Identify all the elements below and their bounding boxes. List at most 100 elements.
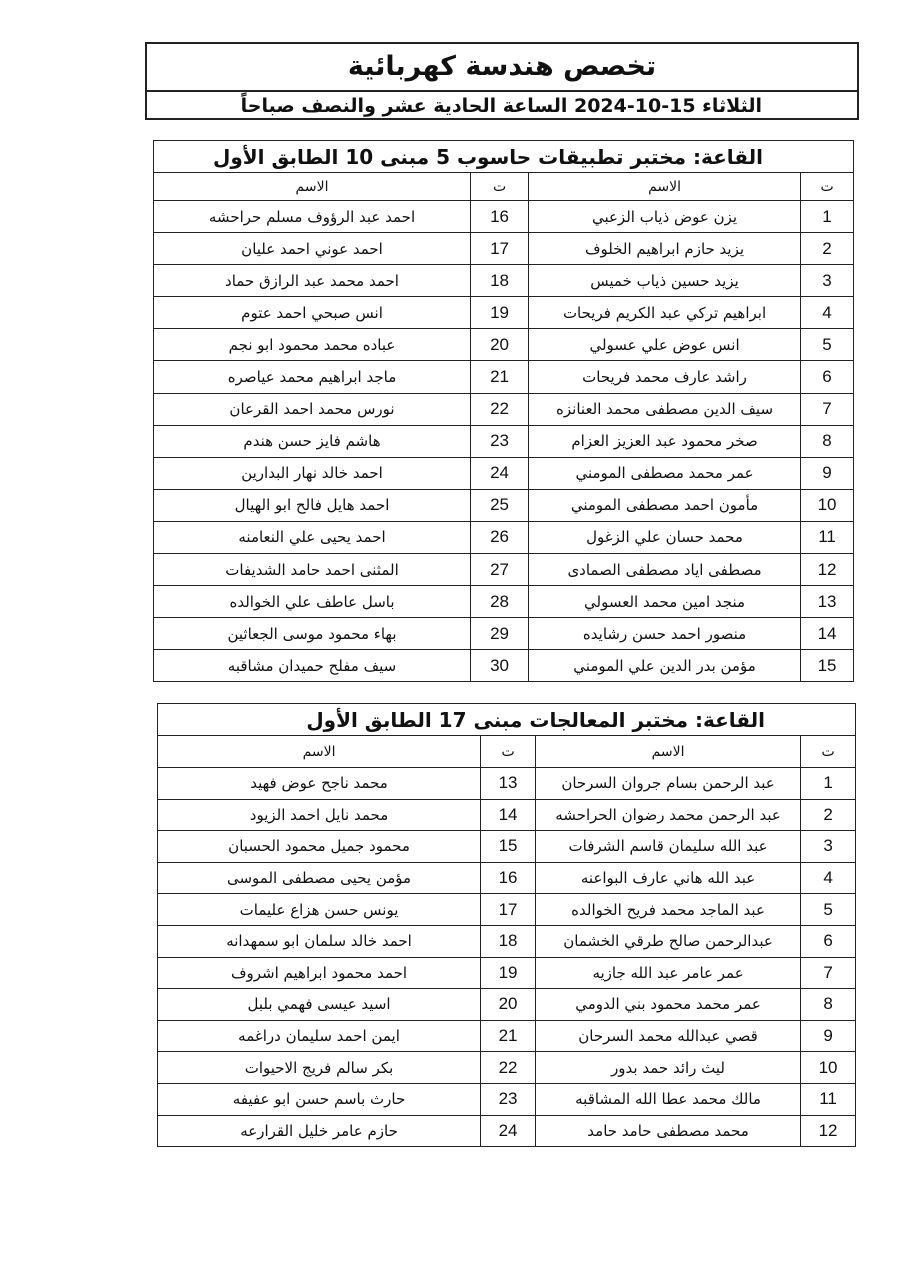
student-number: 9	[800, 456, 855, 490]
student-name: حارث باسم حسن ابو عفيفه	[156, 1082, 482, 1116]
student-name: ليث رائد حمد بدور	[535, 1051, 802, 1084]
student-number: 18	[480, 924, 537, 958]
student-name: عبد الماجد محمد فريح الخوالده	[535, 893, 802, 926]
student-number: 2	[800, 232, 855, 266]
student-number: 4	[800, 861, 857, 895]
student-name: ابراهيم تركي عبد الكريم فريحات	[528, 296, 802, 330]
table-row: 11 محمد حسان علي الزغول 26 احمد يحيى علي ال…	[152, 520, 855, 555]
student-name: عباده محمد محمود ابو نجم	[152, 328, 472, 362]
student-name: مالك محمد عطا الله المشاقبه	[535, 1082, 802, 1116]
student-name: محمد حسان علي الزغول	[528, 520, 802, 555]
student-number: 28	[470, 585, 530, 619]
table-row: 10 ليث رائد حمد بدور 22 بكر سالم فريج الاحي…	[156, 1051, 857, 1084]
student-number: 25	[470, 488, 530, 522]
student-name: بهاء محمود موسى الجعاثين	[152, 617, 472, 651]
department-title: تخصص هندسة كهربائية	[147, 44, 857, 92]
table-row: 9 عمر محمد مصطفى المومني 24 احمد خالد نهار …	[152, 456, 855, 490]
table-row: 12 محمد مصطفى حامد حامد 24 حازم عامر خليل ا…	[156, 1114, 857, 1148]
student-number: 1	[800, 767, 857, 800]
table-row: 4 ابراهيم تركي عبد الكريم فريحات 19 انس صبح…	[152, 296, 855, 330]
col-header-name: الاسم	[528, 172, 802, 201]
student-number: 6	[800, 360, 855, 394]
student-number: 15	[480, 830, 537, 863]
col-header-name: الاسم	[156, 735, 482, 768]
student-name: انس عوض علي عسولي	[528, 328, 802, 362]
student-number: 12	[800, 553, 855, 587]
student-number: 24	[480, 1114, 537, 1148]
student-name: محمد نايل احمد الزيود	[156, 798, 482, 832]
student-number: 16	[480, 861, 537, 895]
student-name: يونس حسن هزاع عليمات	[156, 893, 482, 926]
table-row: 7 سيف الدين مصطفى محمد العنانزه 22 نورس محم…	[152, 392, 855, 426]
student-name: عبد الله سليمان قاسم الشرفات	[535, 830, 802, 863]
student-number: 12	[800, 1114, 857, 1148]
student-number: 7	[800, 956, 857, 990]
student-number: 5	[800, 893, 857, 926]
col-header-number: ت	[800, 172, 855, 201]
student-number: 27	[470, 553, 530, 587]
student-name: محمد ناجح عوض فهيد	[156, 767, 482, 800]
exam-datetime: الثلاثاء 15-10-2024 الساعة الحادية عشر و…	[240, 95, 762, 117]
table-row: 9 قصي عبدالله محمد السرحان 21 ايمن احمد سلي…	[156, 1019, 857, 1053]
student-name: حازم عامر خليل القرارعه	[156, 1114, 482, 1148]
student-name: مؤمن يحيى مصطفى الموسى	[156, 861, 482, 895]
col-header-number: ت	[480, 735, 537, 768]
student-number: 24	[470, 456, 530, 490]
student-number: 11	[800, 520, 855, 555]
student-number: 17	[470, 232, 530, 266]
student-number: 1	[800, 199, 855, 234]
student-name: عمر محمد محمود بني الدومي	[535, 988, 802, 1021]
student-number: 19	[480, 956, 537, 990]
student-name: عبد الله هاني عارف البواعنه	[535, 861, 802, 895]
column-header-row: ت الاسم ت الاسم	[152, 172, 855, 201]
student-number: 4	[800, 296, 855, 330]
student-number: 19	[470, 296, 530, 330]
student-name: يزيد حازم ابراهيم الخلوف	[528, 232, 802, 266]
student-name: محمود جميل محمود الحسبان	[156, 830, 482, 863]
student-name: بكر سالم فريج الاحيوات	[156, 1051, 482, 1084]
column-header-row: ت الاسم ت الاسم	[156, 735, 857, 768]
student-number: 13	[480, 767, 537, 800]
student-name: سيف مفلح حميدان مشاقبه	[152, 649, 472, 683]
student-name: عبد الرحمن محمد رضوان الحراحشه	[535, 798, 802, 832]
student-number: 18	[470, 264, 530, 298]
student-name: انس صبحي احمد عتوم	[152, 296, 472, 330]
student-name: عمر عامر عبد الله جازيه	[535, 956, 802, 990]
student-name: سيف الدين مصطفى محمد العنانزه	[528, 392, 802, 426]
table-row: 8 صخر محمود عبد العزيز العزام 23 هاشم فايز …	[152, 424, 855, 458]
student-number: 15	[800, 649, 855, 683]
student-number: 13	[800, 585, 855, 619]
student-name: مصطفى اياد مصطفى الصمادى	[528, 553, 802, 587]
student-number: 7	[800, 392, 855, 426]
table-row: 8 عمر محمد محمود بني الدومي 20 اسيد عيسى فه…	[156, 988, 857, 1021]
student-name: احمد هايل فالح ابو الهيال	[152, 488, 472, 522]
student-name: احمد عوني احمد عليان	[152, 232, 472, 266]
room-title: القاعة: مختبر المعالجات مبنى 17 الطابق ا…	[156, 703, 857, 736]
table-row: 4 عبد الله هاني عارف البواعنه 16 مؤمن يحيى …	[156, 861, 857, 895]
table-row: 6 راشد عارف محمد فريحات 21 ماجد ابراهيم محم…	[152, 360, 855, 394]
table-row: 2 عبد الرحمن محمد رضوان الحراحشه 14 محمد نا…	[156, 798, 857, 832]
student-number: 17	[480, 893, 537, 926]
student-name: يزن عوض ذياب الزعبي	[528, 199, 802, 234]
student-number: 3	[800, 264, 855, 298]
table-row: 5 عبد الماجد محمد فريح الخوالده 17 يونس حسن…	[156, 893, 857, 926]
document-header: تخصص هندسة كهربائية الثلاثاء 15-10-2024 …	[145, 42, 859, 120]
student-name: احمد محمود ابراهيم اشروف	[156, 956, 482, 990]
student-number: 30	[470, 649, 530, 683]
student-name: مؤمن بدر الدين علي المومني	[528, 649, 802, 683]
student-number: 21	[470, 360, 530, 394]
student-name: محمد مصطفى حامد حامد	[535, 1114, 802, 1148]
student-number: 20	[470, 328, 530, 362]
table-row: 15 مؤمن بدر الدين علي المومني 30 سيف مفلح ح…	[152, 649, 855, 683]
table-row: 14 منصور احمد حسن رشايده 29 بهاء محمود موسى…	[152, 617, 855, 651]
table-row: 11 مالك محمد عطا الله المشاقبه 23 حارث باسم…	[156, 1082, 857, 1116]
student-name: ماجد ابراهيم محمد عياصره	[152, 360, 472, 394]
table-row: 1 يزن عوض ذياب الزعبي 16 احمد عبد الرؤوف مس…	[152, 199, 855, 234]
table-row: 13 منجد امين محمد العسولي 28 باسل عاطف علي …	[152, 585, 855, 619]
table-row: 5 انس عوض علي عسولي 20 عباده محمد محمود ابو…	[152, 328, 855, 362]
student-number: 23	[470, 424, 530, 458]
student-number: 8	[800, 424, 855, 458]
student-name: قصي عبدالله محمد السرحان	[535, 1019, 802, 1053]
student-number: 21	[480, 1019, 537, 1053]
student-name: عمر محمد مصطفى المومني	[528, 456, 802, 490]
